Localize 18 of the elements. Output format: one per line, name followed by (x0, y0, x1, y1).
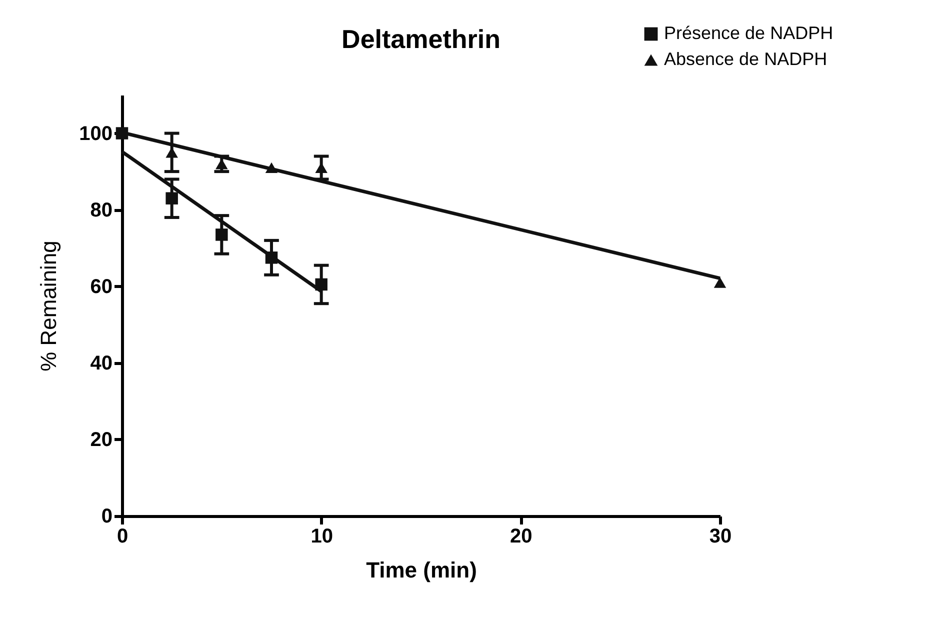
legend-label: Présence de NADPH (664, 23, 834, 43)
y-axis-title: % Remaining (36, 240, 62, 372)
x-tick-label: 30 (709, 526, 732, 548)
chart-title: Deltamethrin (342, 24, 500, 54)
legend-label: Absence de NADPH (664, 49, 828, 69)
y-tick-label: 20 (90, 428, 112, 451)
x-tick-label: 10 (310, 526, 333, 548)
x-tick-label: 0 (116, 526, 128, 548)
y-tick-label: 60 (90, 276, 112, 298)
point (714, 277, 726, 288)
point (166, 192, 178, 204)
y-tick-label: 40 (90, 352, 112, 374)
x-tick-label: 20 (510, 526, 532, 548)
y-tick-label: 100 (79, 122, 112, 145)
point (216, 228, 228, 241)
y-tick-label: 80 (90, 199, 112, 222)
y-tick-label: 0 (101, 506, 112, 528)
x-axis-title: Time (min) (366, 558, 477, 582)
